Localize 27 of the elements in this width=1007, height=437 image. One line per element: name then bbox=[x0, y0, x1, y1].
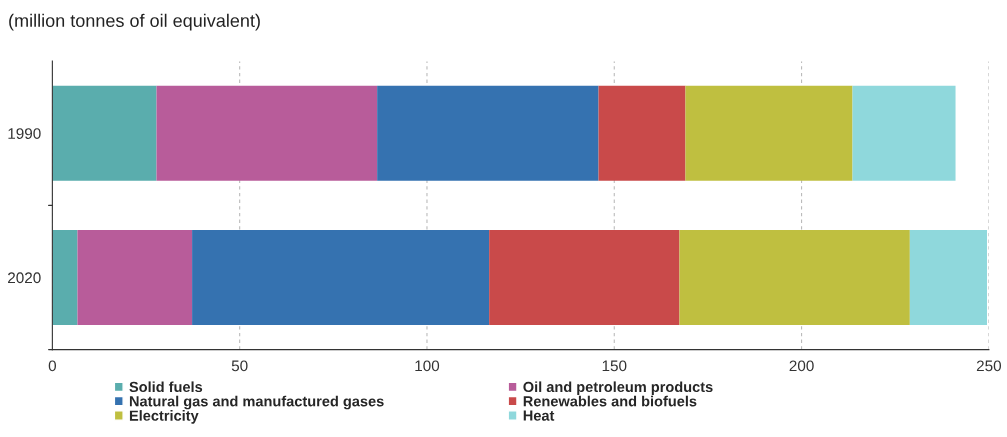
bar bbox=[77, 229, 193, 326]
y-tick-label: 2020 bbox=[8, 272, 41, 284]
bar bbox=[598, 85, 686, 181]
x-tick-label: 50 bbox=[231, 360, 248, 372]
bar bbox=[852, 85, 956, 181]
x-tick-label: 100 bbox=[415, 360, 440, 372]
x-tick-label: 200 bbox=[789, 360, 814, 372]
legend-label: Electricity bbox=[129, 410, 199, 424]
bar bbox=[679, 229, 910, 326]
bar bbox=[377, 85, 599, 181]
legend-label: Oil and petroleum products bbox=[523, 381, 713, 395]
bar bbox=[52, 85, 157, 181]
bar bbox=[52, 229, 78, 326]
y-tick-label: 1990 bbox=[8, 128, 41, 139]
x-tick-label: 0 bbox=[48, 360, 57, 372]
bar bbox=[192, 229, 490, 326]
x-tick-label: 150 bbox=[602, 360, 627, 372]
x-tick-label: 250 bbox=[976, 360, 1002, 372]
bar bbox=[685, 85, 853, 181]
legend-label: Heat bbox=[523, 410, 555, 421]
legend-label: Natural gas and manufactured gases bbox=[129, 395, 384, 410]
y-axis-title: (million tonnes of oil equivalent) bbox=[9, 13, 260, 31]
bar bbox=[909, 229, 987, 326]
legend-label: Renewables and biofuels bbox=[523, 395, 697, 407]
bar bbox=[489, 229, 680, 326]
legend-label: Solid fuels bbox=[129, 381, 203, 393]
bar bbox=[156, 85, 378, 181]
